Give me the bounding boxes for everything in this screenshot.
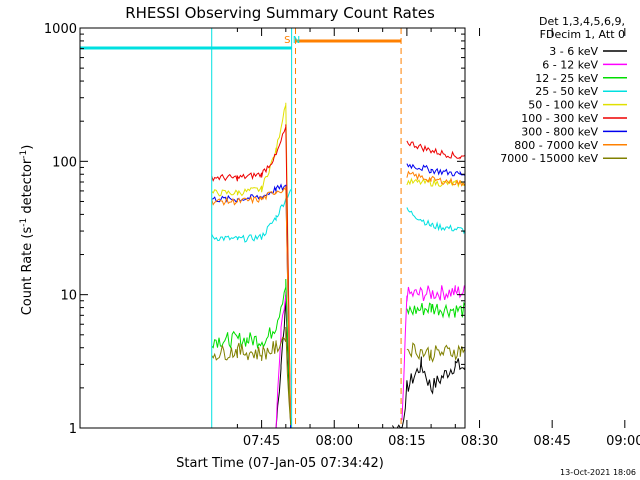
x-tick-label-5: 08:45 — [533, 434, 570, 449]
series-line-8 — [211, 170, 465, 426]
legend-header-1: Det 1,3,4,5,6,9, — [539, 15, 625, 28]
y-tick-label-3: 100 — [52, 155, 77, 170]
x-tick-label-6: 09:00 — [606, 434, 640, 449]
series-line-7 — [211, 163, 465, 428]
legend-label-2: 6 - 12 keV — [542, 58, 598, 71]
series-line-9 — [211, 326, 465, 425]
x-tick-label-3: 08:15 — [388, 434, 425, 449]
plot-frame — [79, 27, 466, 429]
y-axis-label: Count Rate (s-1 detector-1) — [19, 145, 35, 316]
y-axis-label-part3: ) — [20, 145, 35, 150]
footer-date: 13-Oct-2021 18:06 — [560, 468, 636, 477]
series-line-5 — [211, 102, 465, 426]
y-axis-label-sup2: -1 — [19, 150, 29, 159]
series-line-3 — [211, 278, 465, 422]
legend-label-6: 100 - 300 keV — [521, 112, 598, 125]
chart-title: RHESSI Observing Summary Count Rates — [125, 4, 435, 22]
flag-marker-n: N — [293, 35, 300, 46]
y-tick-label-4: 1000 — [44, 22, 77, 37]
y-axis-label-part1: Count Rate (s — [20, 227, 35, 316]
legend-header-2: FDecim 1, Att 0 — [540, 28, 625, 41]
axes: 1 10 100 1000 07:45 08:00 08:15 08:30 08:45 09:00 — [44, 22, 640, 449]
legend: Det 1,3,4,5,6,9, FDecim 1, Att 0 3 - 6 k… — [500, 15, 627, 165]
legend-label-8: 800 - 7000 keV — [514, 139, 598, 152]
y-axis-label-part2: detector — [20, 158, 35, 218]
y-axis-label-sup1: -1 — [19, 218, 29, 227]
flag-marker-s: S — [284, 35, 290, 46]
x-tick-label-2: 08:00 — [316, 434, 353, 449]
legend-label-9: 7000 - 15000 keV — [500, 152, 598, 165]
series-line-6 — [211, 124, 465, 428]
x-axis-label: Start Time (07-Jan-05 07:34:42) — [176, 456, 384, 471]
y-tick-label-2: 10 — [60, 289, 77, 304]
legend-label-3: 12 - 25 keV — [535, 72, 598, 85]
x-tick-label-4: 08:30 — [461, 434, 498, 449]
x-tick-label-1: 07:45 — [243, 434, 280, 449]
series-line-4 — [211, 189, 465, 243]
legend-label-7: 300 - 800 keV — [521, 125, 598, 138]
legend-label-1: 3 - 6 keV — [549, 45, 598, 58]
legend-label-4: 25 - 50 keV — [535, 85, 598, 98]
legend-label-5: 50 - 100 keV — [528, 99, 598, 112]
y-tick-label-1: 1 — [69, 422, 77, 437]
